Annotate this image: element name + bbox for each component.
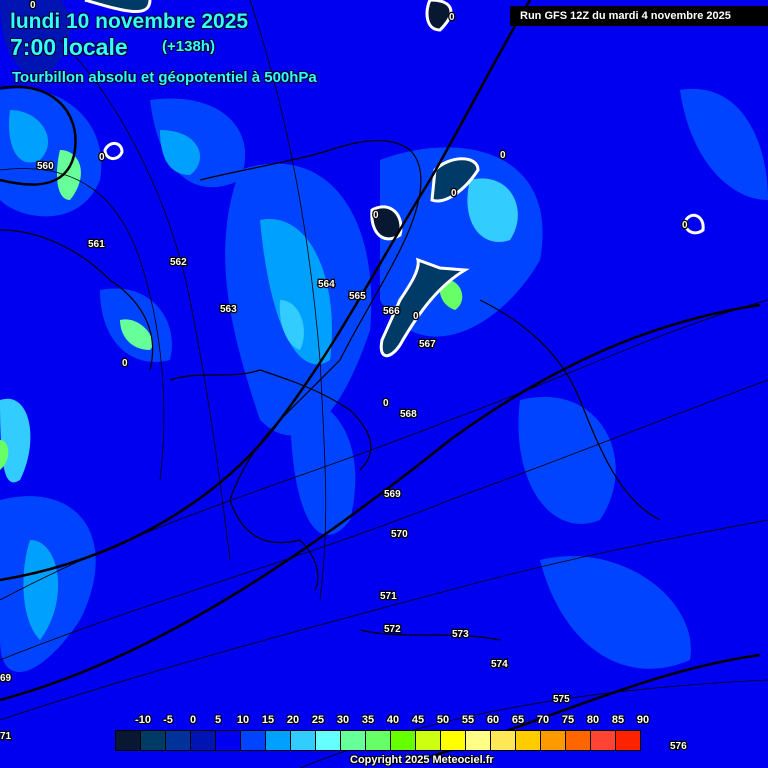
zero-vorticity-contours (84, 0, 705, 358)
contour-label-571: 571 (380, 591, 397, 602)
zero-label: 0 (451, 188, 457, 199)
legend-swatch (541, 731, 566, 750)
legend-swatch (141, 731, 166, 750)
legend-label: 65 (511, 714, 525, 726)
zero-label: 0 (449, 12, 455, 23)
legend-swatch (166, 731, 191, 750)
legend-swatch (191, 731, 216, 750)
contour-label-561: 561 (88, 239, 105, 250)
legend-swatch (116, 731, 141, 750)
legend-swatch (266, 731, 291, 750)
legend-label: 20 (286, 714, 300, 726)
legend-label: 30 (336, 714, 350, 726)
parameter-title: Tourbillon absolu et géopotentiel à 500h… (12, 69, 317, 86)
legend-swatch (441, 731, 466, 750)
legend-label: 85 (611, 714, 625, 726)
legend-label: 75 (561, 714, 575, 726)
legend-label: -10 (135, 714, 151, 726)
forecast-offset: (+138h) (162, 38, 215, 55)
contour-label-562: 562 (170, 257, 187, 268)
contour-labels: 560 561 562 563 564 565 566 567 568 569 … (0, 0, 689, 753)
legend-label: 55 (461, 714, 475, 726)
zero-label: 0 (373, 210, 379, 221)
contour-label-565: 565 (349, 291, 366, 302)
legend-swatch (466, 731, 491, 750)
contour-label-572: 572 (384, 624, 401, 635)
coastlines (0, 140, 661, 641)
forecast-date: lundi 10 novembre 2025 (10, 10, 249, 33)
contour-label-567: 567 (419, 339, 436, 350)
contour-label-576: 576 (670, 741, 687, 752)
copyright: Copyright 2025 Meteociel.fr (350, 754, 494, 766)
forecast-time: 7:00 locale (10, 34, 128, 60)
legend-swatch (591, 731, 616, 750)
color-legend (115, 730, 641, 751)
legend-swatch (291, 731, 316, 750)
legend-label: -5 (163, 714, 173, 726)
legend-swatch (316, 731, 341, 750)
legend-swatch (491, 731, 516, 750)
zero-label: 0 (682, 220, 688, 231)
legend-label: 15 (261, 714, 275, 726)
legend-swatch (366, 731, 391, 750)
legend-label: 10 (236, 714, 250, 726)
legend-label: 80 (586, 714, 600, 726)
legend-label: 90 (636, 714, 650, 726)
contour-label-563: 563 (220, 304, 237, 315)
zero-label: 0 (30, 0, 36, 11)
contour-label-573: 573 (452, 629, 469, 640)
zero-label: 0 (413, 311, 419, 322)
legend-swatch (341, 731, 366, 750)
legend-label: 35 (361, 714, 375, 726)
run-info: Run GFS 12Z du mardi 4 novembre 2025 (510, 6, 768, 26)
legend-label: 70 (536, 714, 550, 726)
legend-label: 50 (436, 714, 450, 726)
legend-label: 40 (386, 714, 400, 726)
contour-label-575: 575 (553, 694, 570, 705)
zero-label: 0 (99, 152, 105, 163)
legend-labels: -10 -5 0 5 10 15 20 25 30 35 40 45 50 55 60 65 70 75 80 85 9… (105, 714, 665, 728)
contour-label-571-edge: 71 (0, 731, 12, 742)
legend-label: 45 (411, 714, 425, 726)
contour-label-566: 566 (383, 306, 400, 317)
legend-swatch (216, 731, 241, 750)
legend-label: 5 (214, 714, 222, 726)
legend-swatch (416, 731, 441, 750)
contour-label-568: 568 (400, 409, 417, 420)
legend-swatch (516, 731, 541, 750)
vorticity-field (0, 0, 768, 673)
legend-swatch (241, 731, 266, 750)
zero-label: 0 (500, 150, 506, 161)
contour-label-569-edge: 69 (0, 673, 12, 684)
legend-swatch (566, 731, 591, 750)
zero-label: 0 (383, 398, 389, 409)
contour-label-564: 564 (318, 279, 335, 290)
contour-label-560: 560 (37, 161, 54, 172)
legend-swatch (391, 731, 416, 750)
zero-label: 0 (122, 358, 128, 369)
legend-label: 60 (486, 714, 500, 726)
contour-label-570: 570 (391, 529, 408, 540)
contour-label-569: 569 (384, 489, 401, 500)
legend-swatch (616, 731, 640, 750)
legend-label: 25 (311, 714, 325, 726)
legend-label: 0 (189, 714, 197, 726)
contour-label-574: 574 (491, 659, 508, 670)
